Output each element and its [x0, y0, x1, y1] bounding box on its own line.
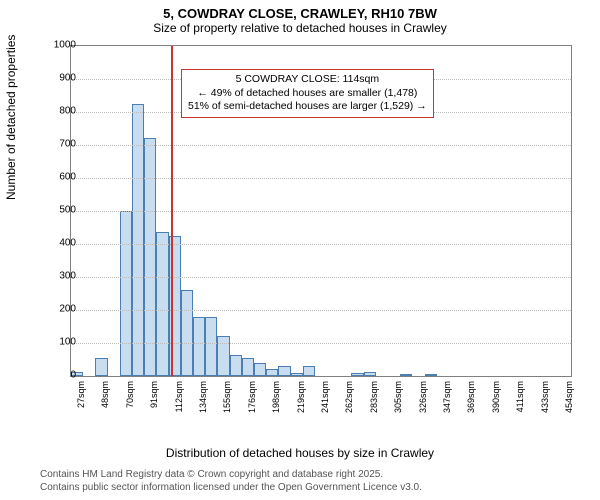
histogram-bar	[266, 369, 278, 376]
x-axis-label: Distribution of detached houses by size …	[0, 446, 600, 460]
y-tick-label: 900	[48, 73, 76, 84]
y-tick-label: 500	[48, 205, 76, 216]
x-tick-label: 454sqm	[564, 381, 600, 413]
histogram-bar	[400, 374, 412, 376]
chart-area: 5 COWDRAY CLOSE: 114sqm ← 49% of detache…	[40, 45, 580, 425]
annotation-line3: 51% of semi-detached houses are larger (…	[188, 100, 427, 114]
histogram-bar	[351, 373, 363, 376]
histogram-bar	[278, 366, 290, 376]
histogram-bar	[425, 374, 437, 376]
annotation-line1: 5 COWDRAY CLOSE: 114sqm	[188, 73, 427, 87]
plot-area: 5 COWDRAY CLOSE: 114sqm ← 49% of detache…	[70, 45, 572, 377]
histogram-bar	[156, 232, 168, 376]
footnote-line2: Contains public sector information licen…	[40, 482, 422, 495]
histogram-bar	[254, 363, 266, 376]
histogram-bar	[205, 317, 217, 376]
histogram-bar	[193, 317, 205, 376]
y-axis-label: Number of detached properties	[4, 35, 18, 200]
chart-title-line1: 5, COWDRAY CLOSE, CRAWLEY, RH10 7BW	[0, 6, 600, 21]
histogram-bar	[242, 358, 254, 376]
histogram-bar	[144, 138, 156, 376]
y-tick-label: 300	[48, 271, 76, 282]
property-marker-line	[171, 46, 173, 376]
y-tick-label: 100	[48, 337, 76, 348]
y-tick-label: 700	[48, 139, 76, 150]
y-tick-label: 600	[48, 172, 76, 183]
y-tick-label: 1000	[48, 40, 76, 51]
chart-title-line2: Size of property relative to detached ho…	[0, 21, 600, 35]
y-tick-label: 0	[48, 370, 76, 381]
footnote: Contains HM Land Registry data © Crown c…	[40, 469, 422, 494]
y-tick-label: 400	[48, 238, 76, 249]
annotation-line2: ← 49% of detached houses are smaller (1,…	[188, 87, 427, 101]
histogram-bar	[303, 366, 315, 376]
histogram-bar	[364, 372, 376, 376]
histogram-bar	[95, 358, 107, 376]
histogram-bar	[291, 373, 303, 376]
footnote-line1: Contains HM Land Registry data © Crown c…	[40, 469, 422, 482]
y-tick-label: 800	[48, 106, 76, 117]
annotation-box: 5 COWDRAY CLOSE: 114sqm ← 49% of detache…	[181, 69, 434, 118]
histogram-bar	[181, 290, 193, 376]
y-tick-label: 200	[48, 304, 76, 315]
histogram-bar	[120, 211, 132, 376]
histogram-bar	[230, 355, 242, 376]
